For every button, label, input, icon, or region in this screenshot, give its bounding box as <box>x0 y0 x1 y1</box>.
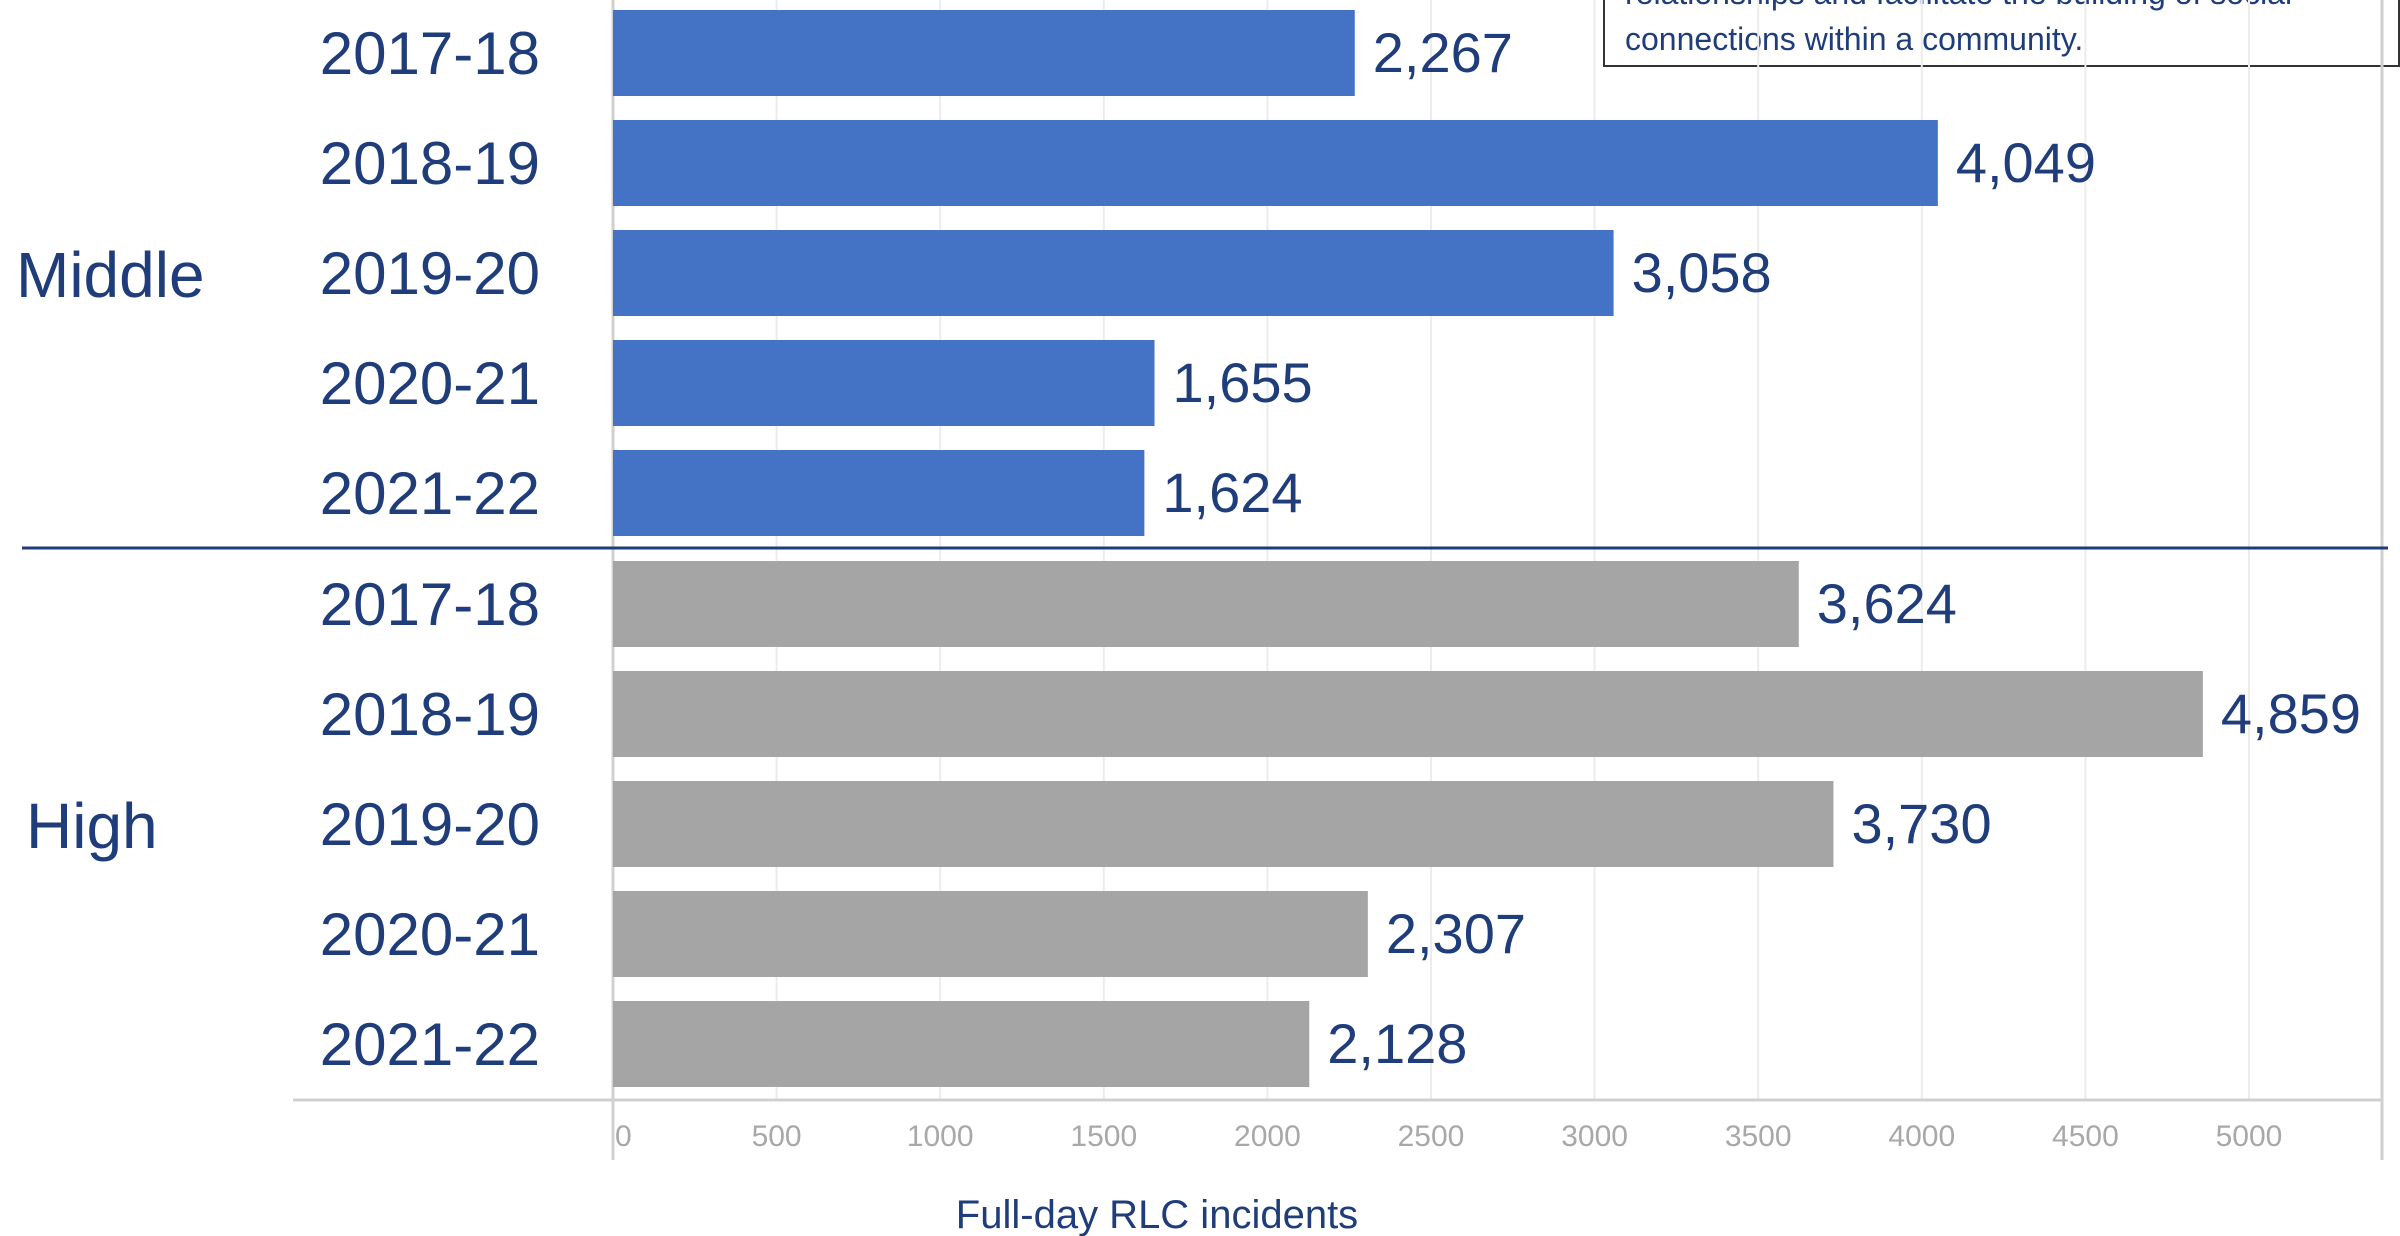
data-label-high-2019-20: 3,730 <box>1851 792 1991 855</box>
data-label-high-2018-19: 4,859 <box>2221 682 2361 745</box>
bar-high-2021-22 <box>613 1001 1310 1087</box>
group-label-middle: Middle <box>16 239 205 311</box>
annotation-note-box: relationships and facilitate the buildin… <box>1603 0 2400 67</box>
x-tick-label-0: 0 <box>615 1120 632 1153</box>
bar-high-2018-19 <box>613 671 2203 757</box>
bar-high-2019-20 <box>613 781 1834 867</box>
bar-middle-2019-20 <box>613 230 1614 316</box>
category-label-middle-2018-19: 2018-19 <box>320 130 540 197</box>
category-label-high-2020-21: 2020-21 <box>320 901 540 968</box>
note-line-2: connections within a community. <box>1625 21 2084 57</box>
x-tick-label-2000: 2000 <box>1234 1120 1301 1153</box>
data-label-high-2021-22: 2,128 <box>1327 1012 1467 1075</box>
bar-middle-2017-18 <box>613 10 1355 96</box>
group-label-high: High <box>26 790 158 862</box>
x-tick-label-2500: 2500 <box>1398 1120 1465 1153</box>
data-label-middle-2021-22: 1,624 <box>1162 461 1302 524</box>
data-label-middle-2017-18: 2,267 <box>1373 21 1513 84</box>
bar-middle-2021-22 <box>613 450 1145 536</box>
x-tick-label-500: 500 <box>752 1120 802 1153</box>
x-tick-label-1500: 1500 <box>1070 1120 1137 1153</box>
bar-high-2020-21 <box>613 891 1368 977</box>
category-label-high-2018-19: 2018-19 <box>320 681 540 748</box>
bar-middle-2020-21 <box>613 340 1155 426</box>
x-tick-label-5000: 5000 <box>2216 1120 2283 1153</box>
data-label-middle-2020-21: 1,655 <box>1173 351 1313 414</box>
category-label-middle-2017-18: 2017-18 <box>320 20 540 87</box>
x-tick-label-4000: 4000 <box>1888 1120 1955 1153</box>
category-label-middle-2021-22: 2021-22 <box>320 460 540 527</box>
x-tick-label-3000: 3000 <box>1561 1120 1628 1153</box>
data-label-high-2020-21: 2,307 <box>1386 902 1526 965</box>
category-label-high-2021-22: 2021-22 <box>320 1011 540 1078</box>
x-tick-label-3500: 3500 <box>1725 1120 1792 1153</box>
category-label-high-2019-20: 2019-20 <box>320 791 540 858</box>
category-label-high-2017-18: 2017-18 <box>320 571 540 638</box>
data-label-middle-2018-19: 4,049 <box>1956 131 2096 194</box>
note-line-1: relationships and facilitate the buildin… <box>1625 0 2378 16</box>
x-tick-label-4500: 4500 <box>2052 1120 2119 1153</box>
category-label-middle-2019-20: 2019-20 <box>320 240 540 307</box>
x-axis-title: Full-day RLC incidents <box>956 1193 1358 1236</box>
bar-middle-2018-19 <box>613 120 1938 206</box>
category-label-middle-2020-21: 2020-21 <box>320 350 540 417</box>
bar-high-2017-18 <box>613 561 1799 647</box>
data-label-middle-2019-20: 3,058 <box>1632 241 1772 304</box>
data-label-high-2017-18: 3,624 <box>1817 572 1957 635</box>
x-tick-label-1000: 1000 <box>907 1120 974 1153</box>
